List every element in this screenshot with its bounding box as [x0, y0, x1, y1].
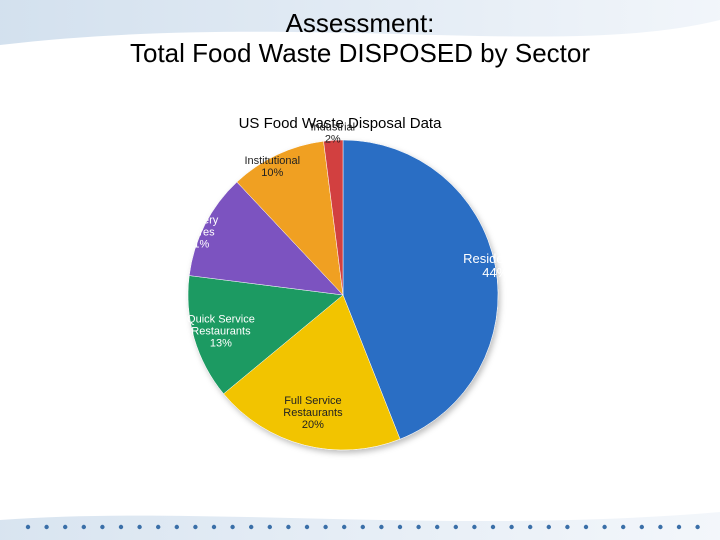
- footer-dot: [211, 524, 217, 530]
- footer-dot: [230, 524, 235, 530]
- footer-dot: [695, 524, 700, 530]
- footer-dot: [137, 524, 142, 530]
- footer-dot: [267, 524, 272, 530]
- slide-title: Assessment: Total Food Waste DISPOSED by…: [0, 8, 720, 68]
- footer-dot: [342, 524, 347, 530]
- footer-dot: [416, 524, 421, 530]
- footer-dot: [25, 524, 31, 530]
- footer-dot: [472, 524, 477, 530]
- footer-dot: [453, 524, 458, 530]
- footer-dot: [360, 524, 365, 530]
- footer-dot: [583, 524, 589, 530]
- footer-dot: [621, 524, 626, 530]
- slice-label: Grocery Stores 11%: [179, 215, 219, 251]
- footer-dot: [509, 524, 514, 530]
- slice-label: Institutional 10%: [244, 155, 300, 179]
- pie-slice: [342, 139, 499, 440]
- footer-dot: [44, 524, 49, 530]
- footer-dot: [397, 524, 403, 530]
- pie-slice: [188, 181, 344, 296]
- slide-title-line-2: Total Food Waste DISPOSED by Sector: [130, 38, 590, 68]
- footer-dot: [658, 524, 663, 530]
- slide-title-line-1: Assessment:: [285, 8, 435, 38]
- footer-dot: [676, 524, 682, 530]
- footer-dot: [81, 524, 87, 530]
- chart-title: US Food Waste Disposal Data: [238, 115, 442, 132]
- footer-dot: [490, 524, 496, 530]
- footer-dot: [323, 524, 328, 530]
- footer-dot: [62, 524, 68, 530]
- header-swoosh: [0, 0, 720, 45]
- footer-dot: [602, 524, 607, 530]
- slice-label: Quick Service Restaurants 13%: [187, 313, 255, 349]
- footer-dot: [100, 524, 105, 530]
- footer-dot: [435, 524, 440, 530]
- footer-dot: [118, 524, 124, 530]
- footer-dot: [304, 524, 310, 530]
- footer-dot: [565, 524, 570, 530]
- pie-slice: [187, 275, 344, 395]
- pie-slice: [223, 294, 401, 451]
- footer-dot: [193, 524, 198, 530]
- pie-slice: [236, 140, 344, 296]
- footer-dot: [249, 524, 254, 530]
- footer-dot: [546, 524, 551, 530]
- footer-dot: [379, 524, 384, 530]
- footer-dot: [639, 524, 644, 530]
- slice-label: Residential 44%: [463, 251, 527, 280]
- pie-slice: [323, 139, 344, 296]
- footer-dot: [528, 524, 533, 530]
- footer-dot: [156, 524, 161, 530]
- slice-label: Full Service Restaurants 20%: [283, 395, 343, 431]
- slice-label: Industrial 2%: [310, 122, 355, 146]
- footer-dot: [174, 524, 179, 530]
- footer-swoosh: [0, 512, 720, 540]
- footer-dot: [286, 524, 291, 530]
- footer-dot-row: [25, 524, 700, 530]
